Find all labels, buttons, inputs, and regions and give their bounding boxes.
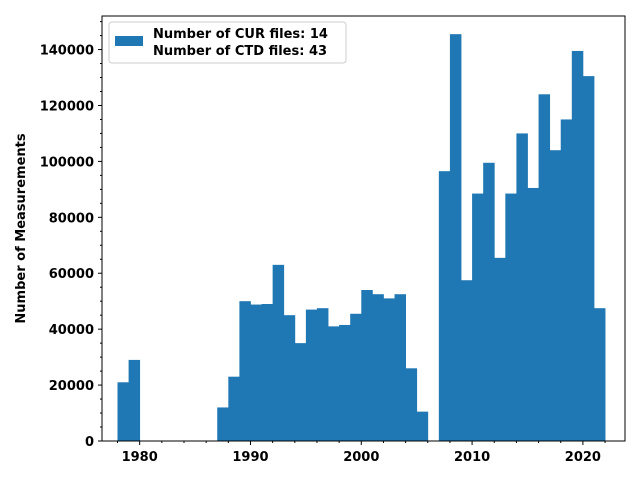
x-tick-label-2010: 2010: [454, 450, 490, 465]
bar-9: [294, 343, 307, 441]
bar-0: [117, 382, 129, 441]
bar-16: [372, 294, 384, 441]
bar-26: [494, 257, 506, 441]
bar-8: [283, 315, 296, 441]
bar-35: [593, 308, 606, 441]
bar-2: [217, 407, 229, 441]
bar-1: [128, 359, 141, 441]
bar-12: [328, 326, 340, 441]
bar-3: [228, 376, 240, 441]
bar-27: [505, 193, 517, 441]
bar-30: [538, 94, 551, 441]
bar-23: [461, 280, 473, 441]
y-tick-label-40000: 40000: [49, 323, 94, 338]
legend-entry-cur: Number of CUR files: 14: [153, 27, 328, 42]
plot-frame: [101, 15, 626, 442]
bar-28: [516, 133, 528, 441]
x-tick-label-1990: 1990: [232, 450, 268, 465]
bar-6: [261, 303, 274, 441]
bar-20: [416, 411, 429, 441]
legend-swatch: [115, 36, 143, 46]
x-axis: 1980 1990 2000 2010 2020: [117, 441, 606, 465]
bar-4: [239, 301, 251, 441]
bar-31: [549, 150, 562, 442]
bar-34: [582, 76, 595, 441]
y-tick-label-80000: 80000: [49, 211, 94, 226]
y-tick-label-140000: 140000: [40, 44, 94, 59]
y-axis: 0 20000 40000 60000 80000 100000 120000 140000: [40, 21, 102, 450]
bar-24: [472, 193, 484, 441]
bar-13: [339, 324, 351, 441]
bar-7: [272, 264, 285, 441]
bar-32: [560, 119, 573, 441]
bar-14: [350, 313, 362, 441]
bars-group: [117, 34, 606, 442]
bar-33: [571, 50, 584, 442]
y-tick-label-0: 0: [85, 435, 94, 450]
bar-11: [316, 308, 329, 441]
legend-box: [108, 21, 347, 64]
bar-21: [438, 171, 451, 442]
bar-29: [527, 187, 539, 441]
y-tick-label-60000: 60000: [49, 267, 94, 282]
x-tick-label-1980: 1980: [122, 450, 158, 465]
bar-10: [305, 309, 318, 441]
bar-18: [394, 294, 407, 441]
bar-5: [250, 304, 262, 441]
x-tick-label-2000: 2000: [343, 450, 379, 465]
bar-17: [383, 298, 395, 441]
bar-22: [449, 34, 462, 441]
bar-15: [361, 290, 373, 441]
legend: Number of CUR files: 14 Number of CTD fi…: [108, 21, 347, 64]
bar-19: [405, 368, 418, 441]
legend-entry-ctd: Number of CTD files: 43: [153, 44, 327, 59]
bar-25: [483, 162, 495, 441]
y-tick-label-20000: 20000: [49, 379, 94, 394]
y-axis-label: Number of Measurements: [14, 133, 29, 323]
y-tick-label-100000: 100000: [40, 155, 94, 170]
x-tick-label-2020: 2020: [565, 450, 601, 465]
y-tick-label-120000: 120000: [40, 99, 94, 114]
